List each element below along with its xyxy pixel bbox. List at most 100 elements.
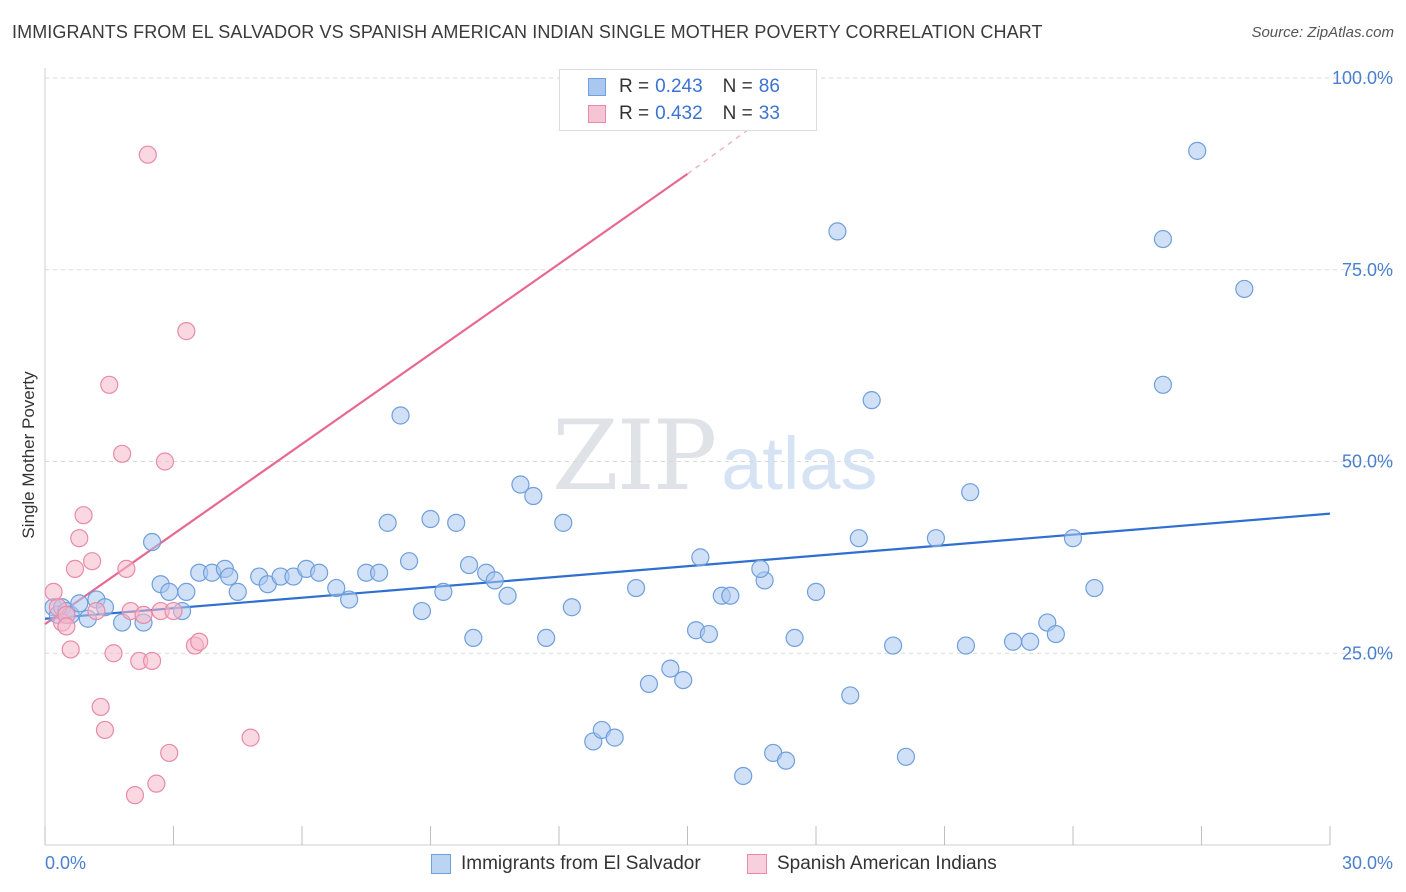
point-salvador	[956, 636, 976, 655]
point-salvador	[776, 751, 796, 770]
point-salvador	[691, 548, 710, 567]
point-salvador	[841, 686, 860, 705]
y-tick-label: 100.0%	[1332, 68, 1393, 88]
legend-n-label: N =	[722, 103, 753, 124]
point-salvador	[926, 529, 946, 548]
axis-layer	[44, 68, 1331, 846]
y-axis-title: Single Mother Poverty	[19, 371, 38, 539]
trend-line-extension	[687, 123, 757, 175]
points-layer	[44, 68, 1254, 805]
point-salvador	[806, 582, 826, 601]
point-salvador	[447, 513, 466, 532]
point-salvador	[751, 559, 770, 578]
point-salvador	[537, 628, 556, 648]
point-spanish-american-indian	[95, 720, 115, 740]
point-salvador	[661, 659, 680, 678]
point-salvador	[1153, 229, 1173, 249]
legend-r-label: R =	[619, 76, 650, 97]
point-salvador	[391, 406, 410, 425]
point-salvador	[498, 586, 517, 605]
point-spanish-american-indian	[61, 640, 80, 659]
point-salvador	[639, 674, 659, 694]
point-salvador	[370, 563, 389, 582]
point-salvador	[674, 670, 693, 690]
legend-row-salvador: R = 0.243 N = 86	[560, 74, 780, 100]
point-salvador	[160, 582, 179, 601]
x-tick-label: 30.0%	[1342, 853, 1393, 873]
bottom-legend-swatch-blue	[431, 854, 451, 874]
point-salvador	[961, 483, 980, 502]
point-salvador	[626, 578, 646, 598]
point-salvador	[734, 766, 753, 786]
legend-n-value: 33	[758, 103, 780, 124]
point-salvador	[421, 509, 440, 529]
point-salvador	[849, 529, 868, 548]
point-salvador	[721, 586, 740, 605]
point-salvador	[1021, 632, 1040, 651]
point-salvador	[220, 567, 239, 586]
point-spanish-american-indian	[65, 559, 85, 578]
point-salvador	[699, 624, 719, 644]
point-salvador	[1046, 624, 1065, 644]
point-spanish-american-indian	[44, 582, 63, 601]
chart-title: IMMIGRANTS FROM EL SALVADOR VS SPANISH A…	[12, 22, 1043, 42]
point-spanish-american-indian	[142, 651, 162, 671]
point-spanish-american-indian	[155, 452, 175, 471]
point-spanish-american-indian	[91, 697, 110, 717]
point-spanish-american-indian	[74, 506, 93, 525]
bottom-legend-label-spanish: Spanish American Indians	[777, 853, 997, 874]
point-spanish-american-indian	[87, 601, 106, 621]
point-salvador	[485, 571, 504, 590]
trend-line-salvador	[44, 512, 1331, 620]
y-tick-label: 50.0%	[1342, 452, 1393, 472]
point-salvador	[228, 582, 247, 601]
point-salvador	[524, 486, 543, 506]
source-label: Source: ZipAtlas.com	[1251, 24, 1394, 41]
legend-swatch-blue	[588, 78, 606, 96]
legend-swatch-pink	[588, 105, 606, 123]
point-spanish-american-indian	[112, 444, 132, 463]
label-layer: 25.0% 50.0% 75.0% 100.0% 0.0% 30.0%	[45, 68, 1393, 873]
grid-layer	[45, 77, 1393, 654]
point-spanish-american-indian	[117, 559, 136, 578]
point-salvador	[862, 391, 881, 410]
point-spanish-american-indian	[160, 743, 179, 763]
x-tick-label: 0.0%	[45, 853, 86, 873]
point-salvador	[177, 582, 196, 601]
point-salvador	[785, 628, 804, 648]
stats-legend: R = 0.243 N = 86 R = 0.432 N = 33	[559, 69, 817, 131]
point-spanish-american-indian	[125, 786, 145, 805]
point-salvador	[511, 475, 530, 494]
bottom-legend-salvador: Immigrants from El Salvador	[431, 852, 701, 876]
point-spanish-american-indian	[164, 601, 183, 621]
point-salvador	[554, 513, 573, 532]
trend-line-spanish-american-indian	[44, 172, 689, 626]
bottom-legend-swatch-pink	[747, 854, 767, 874]
point-salvador	[562, 598, 581, 617]
point-salvador	[605, 728, 624, 747]
point-spanish-american-indian	[100, 375, 119, 394]
point-salvador	[310, 563, 329, 582]
point-spanish-american-indian	[241, 728, 260, 747]
point-spanish-american-indian	[190, 632, 209, 651]
legend-r-value: 0.432	[655, 103, 703, 124]
point-spanish-american-indian	[70, 529, 89, 548]
point-salvador	[434, 582, 453, 601]
point-salvador	[459, 555, 479, 575]
bottom-legend-spanish-american-indians: Spanish American Indians	[747, 852, 997, 876]
point-spanish-american-indian	[134, 605, 153, 625]
point-salvador	[1003, 632, 1023, 651]
point-salvador	[896, 747, 916, 766]
point-salvador	[142, 532, 162, 552]
bottom-legend-label-salvador: Immigrants from El Salvador	[461, 853, 701, 874]
point-salvador	[1153, 375, 1173, 394]
y-tick-label: 25.0%	[1342, 643, 1393, 663]
point-spanish-american-indian	[104, 644, 123, 663]
point-salvador	[828, 222, 847, 241]
legend-n-value: 86	[758, 76, 780, 97]
point-salvador	[1188, 141, 1207, 160]
point-salvador	[1235, 279, 1254, 299]
point-salvador	[412, 601, 432, 621]
point-salvador	[464, 628, 483, 648]
